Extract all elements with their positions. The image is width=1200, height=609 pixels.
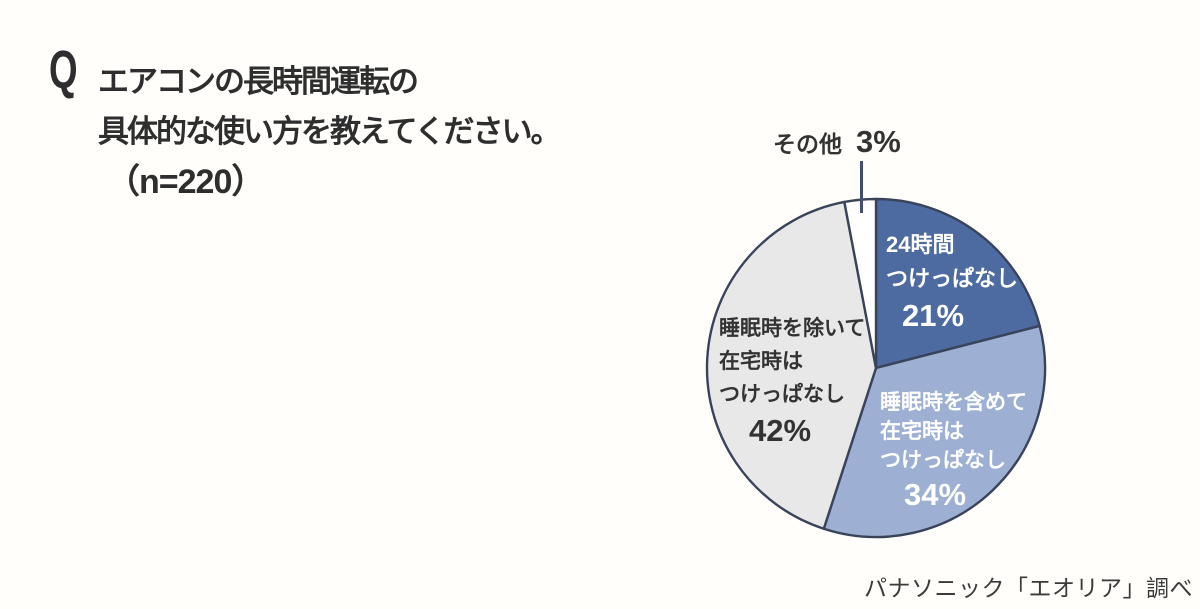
- slice-label-excl-sleep-line1: 睡眠時を除いて: [719, 317, 866, 340]
- question-line-2: 具体的な使い方を教えてください。: [98, 114, 562, 149]
- slice-label-excl-sleep: 睡眠時を除いて 在宅時は つけっぱなし 42%: [719, 312, 865, 449]
- slice-label-incl-sleep-line1: 睡眠時を含めて: [880, 391, 1027, 414]
- slice-label-24h-line1: 24時間: [886, 232, 955, 257]
- slice-label-incl-sleep-line2: 在宅時は: [880, 420, 964, 443]
- slice-label-incl-sleep-line3: つけっぱなし: [880, 449, 1006, 472]
- slice-label-24h-line2: つけっぱなし: [886, 266, 1019, 291]
- slice-label-incl-sleep: 睡眠時を含めて 在宅時は つけっぱなし 34%: [880, 388, 1027, 512]
- slice-label-incl-sleep-pct: 34%: [904, 477, 967, 512]
- slice-label-24h: 24時間 つけっぱなし 21%: [886, 228, 1018, 334]
- question-block: エアコンの長時間運転の 具体的な使い方を教えてください。 （n=220）: [98, 57, 562, 207]
- source-credit: パナソニック「エオリア」調べ: [864, 575, 1193, 601]
- slice-label-excl-sleep-line3: つけっぱなし: [719, 383, 845, 406]
- pie-slice-2: [705, 200, 878, 530]
- question-sample-size: （n=220）: [106, 163, 265, 201]
- slice-label-24h-pct: 21%: [902, 298, 965, 333]
- slice-label-other-name: その他: [773, 131, 842, 157]
- pie-slice-0: [874, 197, 1041, 370]
- slice-label-other: その他 3%: [773, 124, 901, 160]
- question-q-mark: Q: [49, 40, 78, 100]
- question-line-1: エアコンの長時間運転の: [98, 64, 419, 99]
- pie-chart: [705, 197, 1047, 539]
- other-leader-line: [860, 161, 863, 213]
- slice-label-excl-sleep-pct: 42%: [749, 413, 812, 448]
- pie-slice-1: [822, 324, 1047, 539]
- slice-label-other-pct: 3%: [856, 124, 901, 159]
- slice-label-excl-sleep-line2: 在宅時は: [719, 350, 803, 373]
